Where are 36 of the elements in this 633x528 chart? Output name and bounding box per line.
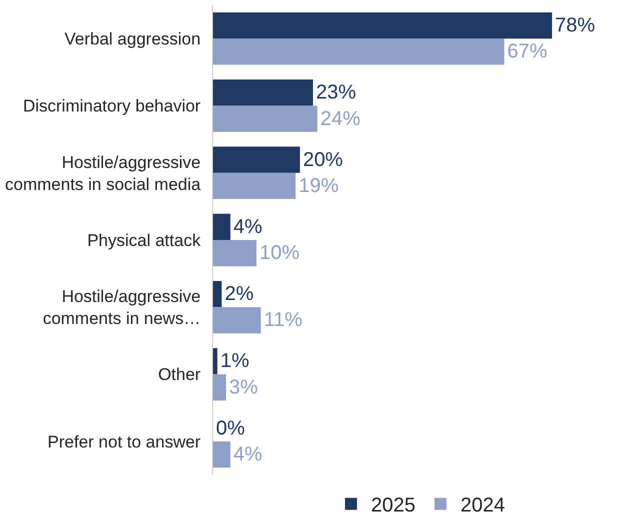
- y-tick-label: Hostile/aggressive comments in social media: [5, 152, 202, 194]
- bar: [213, 348, 218, 374]
- data-label: 0%: [216, 417, 246, 440]
- bar: [213, 441, 230, 468]
- legend-label: 2025: [371, 494, 416, 517]
- data-label: 24%: [320, 108, 361, 130]
- bar: [213, 240, 256, 266]
- data-label: 11%: [264, 309, 303, 332]
- data-label: 3%: [229, 376, 258, 398]
- bar: [213, 12, 552, 39]
- y-tick-label: Other: [158, 365, 201, 384]
- bar: [213, 80, 313, 106]
- y-tick-label: Discriminatory behavior: [22, 96, 201, 116]
- data-label: 4%: [233, 216, 263, 238]
- data-label: 67%: [507, 40, 548, 63]
- y-tick-label: Physical attack: [87, 230, 202, 250]
- bar: [213, 172, 296, 200]
- legend-label: 2024: [460, 494, 505, 517]
- bar: [213, 106, 318, 132]
- data-label: 20%: [302, 148, 344, 171]
- bar: [213, 214, 230, 240]
- bar: [213, 280, 222, 308]
- data-label: 1%: [220, 350, 250, 372]
- bar: [213, 307, 261, 334]
- bar: [213, 374, 226, 400]
- data-label: 10%: [259, 242, 300, 264]
- data-label: 19%: [298, 174, 339, 197]
- bar: [213, 146, 300, 173]
- data-label: 4%: [233, 444, 263, 466]
- data-label: 23%: [316, 82, 356, 104]
- y-tick-label: Prefer not to answer: [48, 432, 201, 452]
- data-label: 78%: [555, 14, 596, 36]
- y-tick-label: Verbal aggression: [64, 30, 201, 49]
- y-tick-label: Hostile/aggressive comments in news…: [42, 287, 201, 328]
- bar: [213, 38, 504, 65]
- data-label: 2%: [224, 283, 254, 306]
